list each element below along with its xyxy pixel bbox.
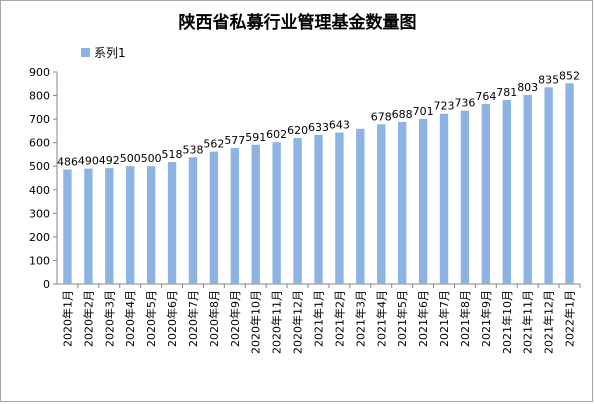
bar [502,100,511,284]
y-tick-label: 0 [43,278,50,291]
data-label: 591 [245,131,266,144]
bar [356,128,365,284]
bar [272,142,281,284]
bar [84,168,93,284]
bar [565,83,574,284]
x-tick-label: 2020年1月 [60,290,74,347]
chart-title: 陕西省私募行业管理基金数量图 [178,13,417,33]
data-label: 633 [308,121,329,134]
x-tick-label: 2022年1月 [563,290,577,347]
data-label: 835 [538,73,559,86]
y-tick-label: 600 [29,137,50,150]
bar [418,118,428,285]
bar [251,144,260,284]
data-label: 486 [57,156,78,169]
data-label: 643 [329,119,350,132]
y-tick-label: 100 [29,254,50,267]
x-tick-label: 2020年7月 [186,290,200,347]
data-label: 803 [517,81,538,94]
data-label: 492 [99,154,120,167]
data-label: 688 [392,108,413,121]
axes: 0 100 200 300 400 500 600 700 800 900 [29,66,581,291]
x-tick-label: 2021年12月 [542,290,556,354]
x-tick-label: 2021年11月 [521,290,535,354]
y-tick-label: 800 [29,90,50,103]
bars [63,83,574,285]
x-tick-label: 2021年2月 [332,290,346,347]
data-label: 500 [120,152,141,165]
bar [335,132,344,284]
x-tick-label: 2021年1月 [312,290,326,347]
legend: 系列1 [81,46,126,60]
bar [146,166,156,284]
y-tick-label: 300 [29,207,50,220]
data-label: 764 [475,90,496,103]
data-label: 781 [496,86,517,99]
x-tick-label: 2020年6月 [165,290,179,347]
x-tick-label: 2021年10月 [500,290,514,354]
bar [481,104,491,284]
value-labels: 486 490 492 500 500 518 538 562 577 591 602 620 633 6… [57,69,580,168]
bar [439,113,449,285]
bar [544,87,553,284]
x-tick-label: 2020年8月 [207,290,221,347]
x-tick-label: 2021年9月 [479,290,493,347]
bar [314,134,323,284]
bar [63,169,72,284]
y-tick-label: 700 [29,113,50,126]
y-tick-label: 900 [29,66,50,79]
x-tick-label: 2021年5月 [395,290,409,347]
bar [293,137,302,284]
data-label: 577 [224,134,245,147]
y-tick-label: 400 [29,184,50,197]
legend-label: 系列1 [94,46,126,60]
data-label: 723 [434,100,455,113]
x-tick-label: 2020年9月 [228,290,242,347]
x-tick-label: 2021年3月 [353,290,367,347]
x-tick-label: 2020年12月 [291,290,305,354]
x-tick-label: 2020年3月 [102,290,116,347]
y-tick-label: 500 [29,160,50,173]
data-label: 538 [182,143,203,156]
data-label: 736 [454,97,475,110]
x-tick-label: 2020年11月 [270,290,284,354]
bar [167,161,177,284]
data-label: 852 [559,69,580,82]
legend-swatch [81,48,90,57]
x-tick-label: 2020年4月 [123,290,137,347]
data-label: 602 [266,128,287,141]
x-tick-label: 2021年6月 [416,290,430,347]
data-label: 518 [162,148,183,161]
bar [209,151,219,284]
x-tick-label: 2020年2月 [81,290,95,347]
x-tick-label: 2021年7月 [437,290,451,347]
data-label: 678 [371,110,392,123]
x-tick-label: 2021年8月 [458,290,472,347]
x-tick-label: 2020年10月 [249,290,263,354]
data-label: 500 [141,152,162,165]
bar [230,148,240,284]
x-tick-label: 2020年5月 [144,290,158,347]
bar [523,94,532,284]
data-label: 490 [78,155,99,168]
data-label: 562 [203,138,224,151]
bar [397,121,407,284]
x-tick-label: 2021年4月 [374,290,388,347]
bar [126,166,135,284]
bar [188,157,198,284]
y-tick-label: 200 [29,231,50,244]
bar [105,168,114,284]
data-label: 701 [413,105,434,118]
x-tick-labels: 2020年1月 2020年2月 2020年3月 2020年4月 2020年5月 2020年… [60,290,576,354]
data-label: 620 [287,124,308,137]
bar [377,124,386,284]
bar [460,110,470,285]
